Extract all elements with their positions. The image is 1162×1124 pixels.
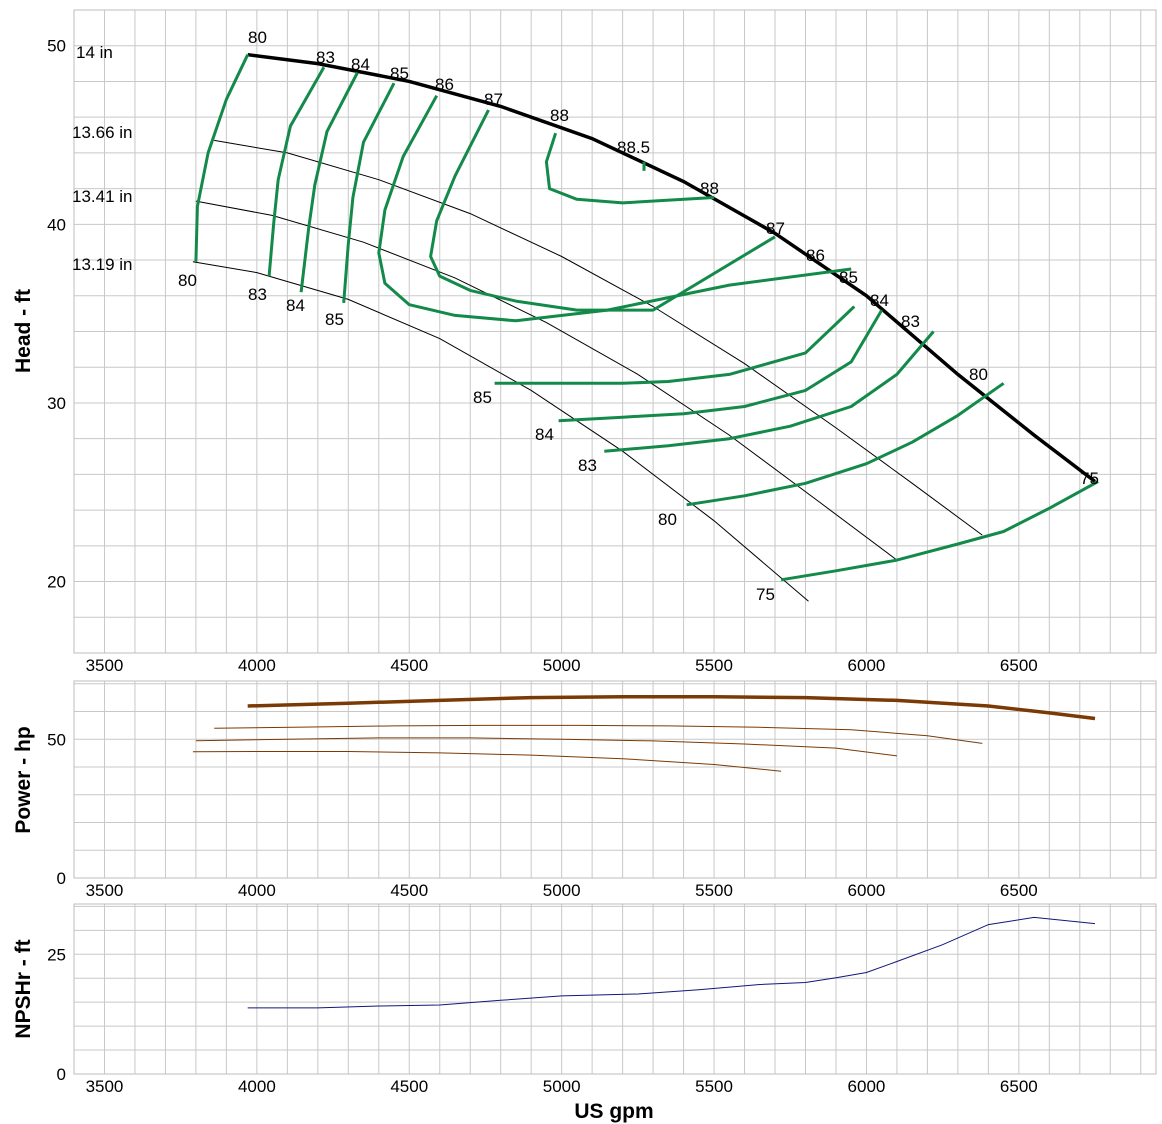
y-tick-label: 25 xyxy=(47,945,66,964)
plot-frame xyxy=(73,680,1157,879)
power-curve xyxy=(214,724,983,744)
efficiency-label: 87 xyxy=(484,90,503,109)
efficiency-label: 75 xyxy=(1080,469,1099,488)
impeller-curve xyxy=(247,52,1097,483)
grid xyxy=(73,681,1156,879)
efficiency-label: 84 xyxy=(870,291,889,310)
x-tick-label: 4000 xyxy=(238,656,276,675)
efficiency-label: 88 xyxy=(550,106,569,125)
efficiency-label: 80 xyxy=(658,510,677,529)
x-tick-label: 6000 xyxy=(848,656,886,675)
y-axis-title: NPSHr - ft xyxy=(12,939,35,1038)
efficiency-label: 85 xyxy=(473,388,492,407)
efficiency-label: 85 xyxy=(390,64,409,83)
efficiency-label: 88.5 xyxy=(617,138,650,157)
power-curve xyxy=(195,737,897,757)
x-tick-label: 5500 xyxy=(695,1077,733,1096)
x-tick-label: 3500 xyxy=(86,656,124,675)
impeller-diameter-label: 13.66 in xyxy=(72,123,133,142)
efficiency-contour xyxy=(377,94,852,323)
plot-frame xyxy=(73,9,1157,654)
x-tick-label: 5500 xyxy=(695,881,733,900)
y-axis-title: Head - ft xyxy=(12,289,35,373)
efficiency-contour xyxy=(780,480,1099,582)
x-tick-label: 6000 xyxy=(848,881,886,900)
efficiency-contour xyxy=(558,309,883,423)
y-tick-label: 40 xyxy=(47,215,66,234)
power-curve xyxy=(192,751,782,772)
efficiency-label: 80 xyxy=(248,28,267,47)
impeller-curve xyxy=(195,200,898,561)
impeller-diameter-label: 14 in xyxy=(76,43,113,62)
grid xyxy=(73,904,1156,1075)
x-tick-label: 5000 xyxy=(543,1077,581,1096)
x-axis-title: US gpm xyxy=(574,1100,653,1123)
x-tick-label: 4500 xyxy=(390,1077,428,1096)
npshr-panel: 3500 4000 4500 5000 5500 6000 6500 0 25 NPSHr - f… xyxy=(12,903,1157,1123)
efficiency-label: 85 xyxy=(325,310,344,329)
impeller-diameter-label: 13.19 in xyxy=(72,255,133,274)
efficiency-contour xyxy=(267,66,326,277)
x-tick-label: 4000 xyxy=(238,1077,276,1096)
npshr-curve xyxy=(247,916,1096,1009)
power-panel: 3500 4000 4500 5000 5500 6000 6500 0 50 Power - h… xyxy=(12,680,1157,900)
efficiency-contour xyxy=(544,132,715,205)
efficiency-label: 83 xyxy=(248,285,267,304)
x-tick-label: 4000 xyxy=(238,881,276,900)
y-tick-label: 50 xyxy=(47,730,66,749)
efficiency-label: 88 xyxy=(700,179,719,198)
efficiency-label: 84 xyxy=(286,296,305,315)
efficiency-label: 83 xyxy=(316,48,335,67)
grid xyxy=(73,9,1156,654)
y-tick-label: 0 xyxy=(57,869,66,888)
efficiency-contour xyxy=(299,71,359,293)
x-tick-label: 4500 xyxy=(390,881,428,900)
efficiency-contour xyxy=(342,82,396,304)
head-panel: 3500 4000 4500 5000 5500 6000 6500 20 30 40 50 Head… xyxy=(12,9,1157,675)
efficiency-contour xyxy=(494,305,856,385)
y-tick-label: 30 xyxy=(47,394,66,413)
impeller-curve xyxy=(192,261,809,602)
x-tick-label: 3500 xyxy=(86,881,124,900)
x-tick-label: 6500 xyxy=(1000,656,1038,675)
y-tick-label: 50 xyxy=(47,37,66,56)
efficiency-contour xyxy=(686,382,1005,507)
efficiency-contour xyxy=(194,54,250,262)
x-tick-label: 4500 xyxy=(390,656,428,675)
efficiency-label: 86 xyxy=(435,75,454,94)
efficiency-label: 80 xyxy=(178,271,197,290)
y-axis-title: Power - hp xyxy=(12,726,35,833)
y-tick-label: 0 xyxy=(57,1065,66,1084)
plot-frame xyxy=(73,903,1157,1075)
x-tick-label: 5500 xyxy=(695,656,733,675)
efficiency-contour xyxy=(429,109,776,312)
efficiency-label: 86 xyxy=(806,246,825,265)
x-tick-label: 5000 xyxy=(543,656,581,675)
y-tick-label: 20 xyxy=(47,573,66,592)
efficiency-label: 83 xyxy=(901,312,920,331)
efficiency-label: 84 xyxy=(351,55,370,74)
efficiency-contour xyxy=(604,330,935,453)
impeller-diameter-label: 13.41 in xyxy=(72,187,133,206)
efficiency-label: 75 xyxy=(756,585,775,604)
efficiency-label: 83 xyxy=(578,456,597,475)
x-tick-label: 5000 xyxy=(543,881,581,900)
x-tick-label: 6500 xyxy=(1000,1077,1038,1096)
efficiency-label: 84 xyxy=(535,425,554,444)
x-tick-label: 6500 xyxy=(1000,881,1038,900)
efficiency-label: 87 xyxy=(766,219,785,238)
impeller-curve xyxy=(214,139,983,536)
efficiency-label: 85 xyxy=(839,268,858,287)
x-tick-label: 6000 xyxy=(848,1077,886,1096)
power-curve xyxy=(247,695,1096,721)
efficiency-label: 80 xyxy=(969,365,988,384)
x-tick-label: 3500 xyxy=(86,1077,124,1096)
